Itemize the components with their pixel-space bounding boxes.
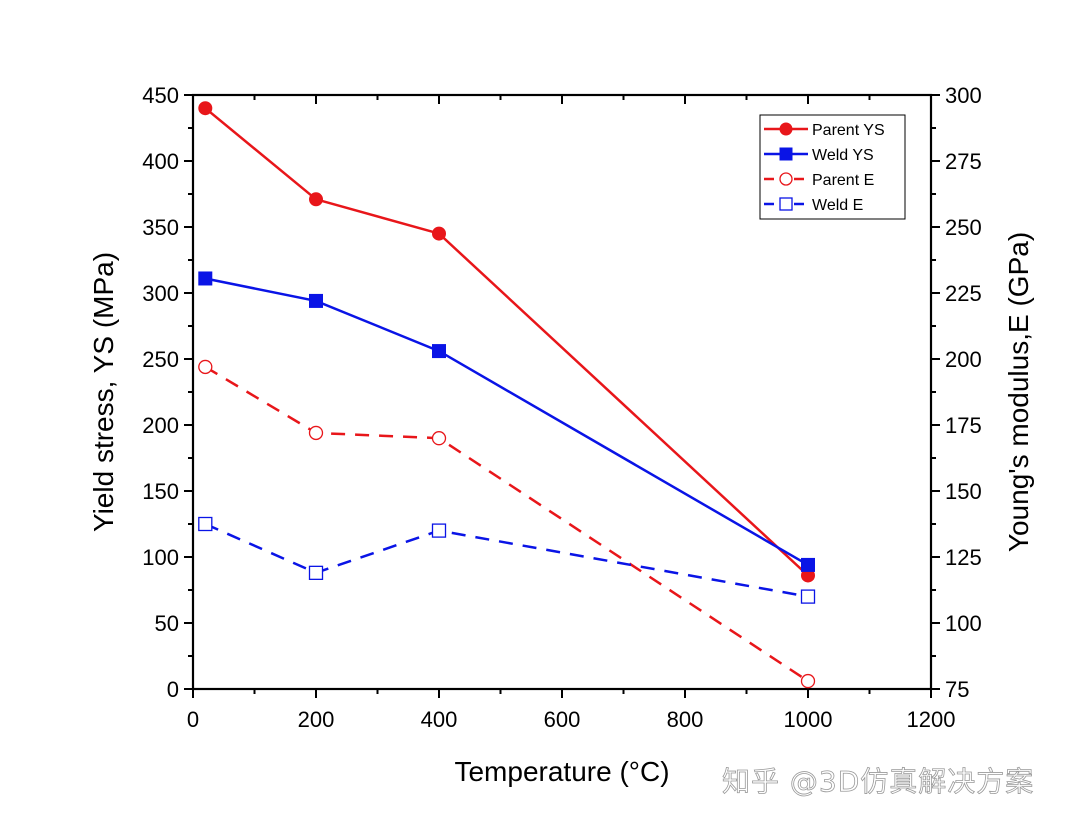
legend-label: Parent E [812, 172, 874, 189]
series-weld-e [198, 516, 816, 604]
y-axis-left: 0 50 100 150 200 250 300 350 400 450 [142, 83, 193, 702]
x-tick-label: 0 [187, 707, 199, 732]
series-line-parent-e [204, 365, 809, 683]
series-line-weld-ys [205, 277, 809, 567]
y2-tick-label: 75 [945, 677, 969, 702]
series-line-parent-ys [204, 107, 809, 577]
y-tick-label: 50 [155, 611, 179, 636]
y-tick-label: 400 [142, 149, 179, 174]
legend-marker [779, 172, 793, 186]
legend: Parent YS Weld YS Parent E Weld E [759, 114, 906, 220]
y2-tick-label: 275 [945, 149, 982, 174]
legend-label: Parent YS [812, 122, 885, 139]
y-tick-label: 250 [142, 347, 179, 372]
y-tick-label: 300 [142, 281, 179, 306]
series-parent-e [198, 359, 816, 689]
y2-tick-label: 225 [945, 281, 982, 306]
y2-tick-label: 150 [945, 479, 982, 504]
data-point-weld-e [431, 523, 447, 538]
data-point-weld-ys [309, 293, 323, 308]
x-axis-title: Temperature (°C) [454, 756, 669, 787]
x-tick-label: 200 [298, 707, 335, 732]
data-point-parent-e [800, 673, 816, 689]
y2-axis-title: Young's modulus,E (GPa) [1003, 232, 1034, 552]
y2-tick-label: 300 [945, 83, 982, 108]
series-weld-ys [198, 271, 815, 572]
x-tick-label: 1000 [784, 707, 833, 732]
y-tick-label: 200 [142, 413, 179, 438]
y2-tick-label: 175 [945, 413, 982, 438]
x-tick-label: 800 [667, 707, 704, 732]
data-point-weld-ys [198, 271, 213, 286]
data-point-parent-ys [309, 192, 323, 207]
legend-item-weld-e: Weld E [764, 197, 863, 214]
legend-item-parent-ys: Parent YS [764, 122, 885, 139]
series-line-weld-e [204, 522, 809, 598]
data-point-weld-ys [801, 557, 815, 572]
data-point-weld-e [800, 589, 816, 604]
legend-label: Weld YS [812, 147, 874, 164]
legend-marker [779, 122, 793, 136]
y-tick-label: 450 [142, 83, 179, 108]
series-parent-ys [198, 101, 815, 583]
data-point-weld-e [308, 565, 324, 580]
legend-item-parent-e: Parent E [764, 172, 874, 189]
y-tick-label: 150 [142, 479, 179, 504]
series-group [198, 101, 816, 689]
y2-tick-label: 125 [945, 545, 982, 570]
y-axis-right: 75 100 125 150 175 200 225 250 275 300 [931, 83, 982, 702]
y2-tick-label: 100 [945, 611, 982, 636]
y-axis-title: Yield stress, YS (MPa) [88, 252, 119, 532]
legend-label: Weld E [812, 197, 863, 214]
data-point-weld-ys [432, 344, 446, 359]
data-point-parent-ys [432, 226, 446, 241]
y2-tick-label: 250 [945, 215, 982, 240]
data-point-parent-e [431, 431, 447, 446]
y-tick-label: 100 [142, 545, 179, 570]
y2-tick-label: 200 [945, 347, 982, 372]
data-point-parent-ys [198, 101, 213, 116]
y-tick-label: 350 [142, 215, 179, 240]
y-tick-label: 0 [167, 677, 179, 702]
x-tick-label: 400 [421, 707, 458, 732]
data-point-parent-e [308, 425, 324, 441]
legend-marker [779, 197, 793, 211]
legend-marker [779, 147, 793, 161]
watermark: 知乎 @3D仿真解决方案 [722, 765, 1034, 798]
legend-item-weld-ys: Weld YS [764, 147, 874, 164]
x-axis: 0 200 400 600 800 1000 1200 [187, 95, 956, 732]
x-tick-label: 600 [544, 707, 581, 732]
x-tick-label: 1200 [907, 707, 956, 732]
data-point-parent-e [198, 359, 213, 375]
data-point-weld-e [198, 516, 213, 532]
